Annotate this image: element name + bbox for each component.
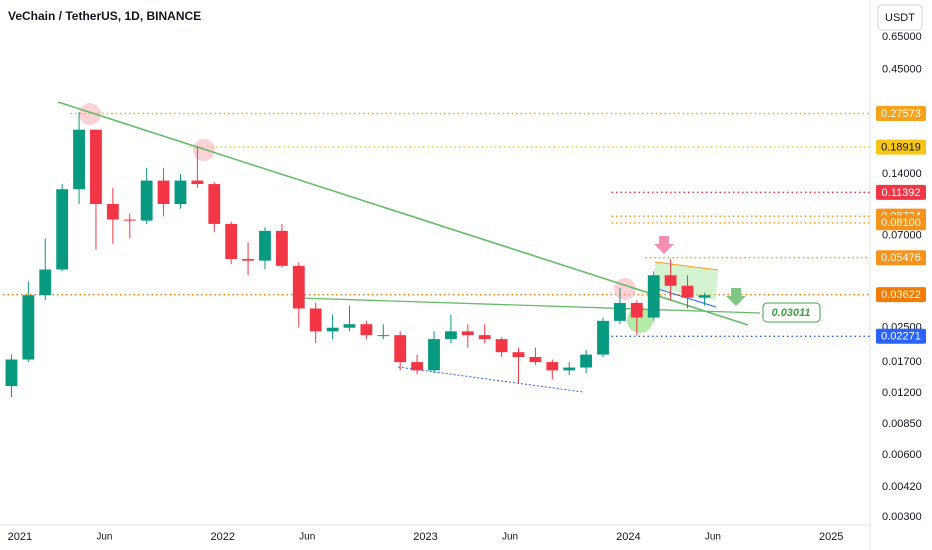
candle-body: [191, 180, 204, 185]
candle-body: [478, 335, 491, 340]
candle-body: [377, 335, 390, 337]
candle-body: [630, 302, 643, 318]
annotation-label: 0.03011: [772, 307, 811, 319]
price-label: 0.27573: [881, 108, 921, 120]
currency-button[interactable]: [877, 4, 923, 31]
x-tick-label: 2024: [616, 531, 640, 543]
trend-line: [299, 297, 761, 314]
arrow-down: [726, 288, 746, 306]
x-tick-label: 2021: [8, 531, 32, 543]
candle-body: [461, 331, 474, 336]
candle-body: [614, 302, 626, 321]
candle-body: [140, 180, 153, 221]
price-label: 0.03622: [881, 289, 921, 301]
candle-body: [73, 129, 85, 190]
candle-body: [22, 295, 35, 360]
y-tick-label: 0.65000: [882, 31, 922, 43]
candle-body: [259, 230, 271, 261]
candle-body: [123, 219, 136, 221]
x-tick-label: Jun: [96, 532, 112, 543]
price-label-box: [876, 184, 926, 200]
candle-body: [647, 275, 660, 318]
price-label: 0.02271: [881, 331, 921, 343]
candle-body: [56, 189, 69, 270]
candle-body: [360, 324, 373, 336]
candle-body: [90, 129, 102, 204]
drawings: [57, 101, 821, 393]
price-label-box: [876, 250, 926, 266]
candle-body: [394, 335, 407, 363]
y-tick-label: 0.01700: [882, 356, 922, 368]
y-tick-label: 0.07000: [882, 230, 922, 242]
candle-body: [39, 269, 52, 296]
candle-body: [563, 367, 576, 371]
y-tick-label: 0.14000: [882, 168, 922, 180]
y-tick-label: 0.00300: [882, 511, 922, 523]
candle-body: [275, 230, 288, 266]
candle-body: [428, 339, 440, 371]
price-label: 0.08100: [881, 217, 921, 229]
candle-body: [597, 320, 609, 355]
y-tick-label: 0.45000: [882, 64, 922, 76]
y-tick-label: 0.00850: [882, 418, 922, 430]
candle-body: [309, 308, 322, 332]
price-label-box: [876, 139, 926, 155]
candle-body: [681, 285, 694, 298]
price-label-box: [876, 215, 926, 231]
candle-body: [411, 362, 424, 371]
x-tick-label: Jun: [705, 532, 721, 543]
y-tick-label: 0.01200: [882, 387, 922, 399]
support-line: [397, 366, 584, 393]
candle-body: [512, 352, 525, 358]
price-label: 0.11392: [882, 187, 921, 199]
candle-body: [174, 180, 187, 204]
candle-body: [242, 258, 254, 261]
candle-body: [546, 362, 559, 371]
candle-body: [529, 357, 542, 363]
candle-body: [698, 295, 711, 298]
channel-line: [654, 261, 719, 271]
candle-body: [343, 324, 356, 328]
candle-body: [326, 327, 339, 332]
price-label-box: [876, 105, 926, 121]
x-tick-label: 2022: [210, 531, 234, 543]
candle-body: [157, 180, 170, 204]
highlight-circle: [614, 278, 636, 300]
y-tick-label: 0.00600: [882, 449, 922, 461]
trend-line: [57, 101, 749, 326]
candle-body: [5, 359, 18, 387]
x-tick-label: 2023: [413, 531, 437, 543]
currency-label[interactable]: USDT: [885, 12, 915, 24]
arrow-down: [654, 236, 674, 254]
y-tick-label: 0.00420: [882, 481, 922, 493]
candle-body: [495, 339, 508, 353]
chart-title: VeChain / TetherUS, 1D, BINANCE: [8, 9, 201, 23]
candle-body: [580, 354, 593, 368]
candle-body: [208, 184, 221, 224]
x-tick-label: Jun: [502, 532, 518, 543]
annotation-box: [762, 302, 821, 323]
candle-body: [664, 275, 677, 286]
x-tick-label: 2025: [819, 531, 843, 543]
price-label-box: [876, 287, 926, 303]
candle-body: [444, 331, 457, 340]
price-label-box: [876, 328, 926, 344]
highlight-circle: [79, 103, 101, 125]
candle-body: [225, 223, 238, 259]
candle-body: [292, 265, 305, 309]
price-label: 0.18919: [881, 142, 921, 154]
x-tick-label: Jun: [299, 532, 315, 543]
candles: [5, 112, 711, 398]
candle-body: [106, 203, 119, 220]
price-label: 0.05476: [881, 252, 921, 264]
